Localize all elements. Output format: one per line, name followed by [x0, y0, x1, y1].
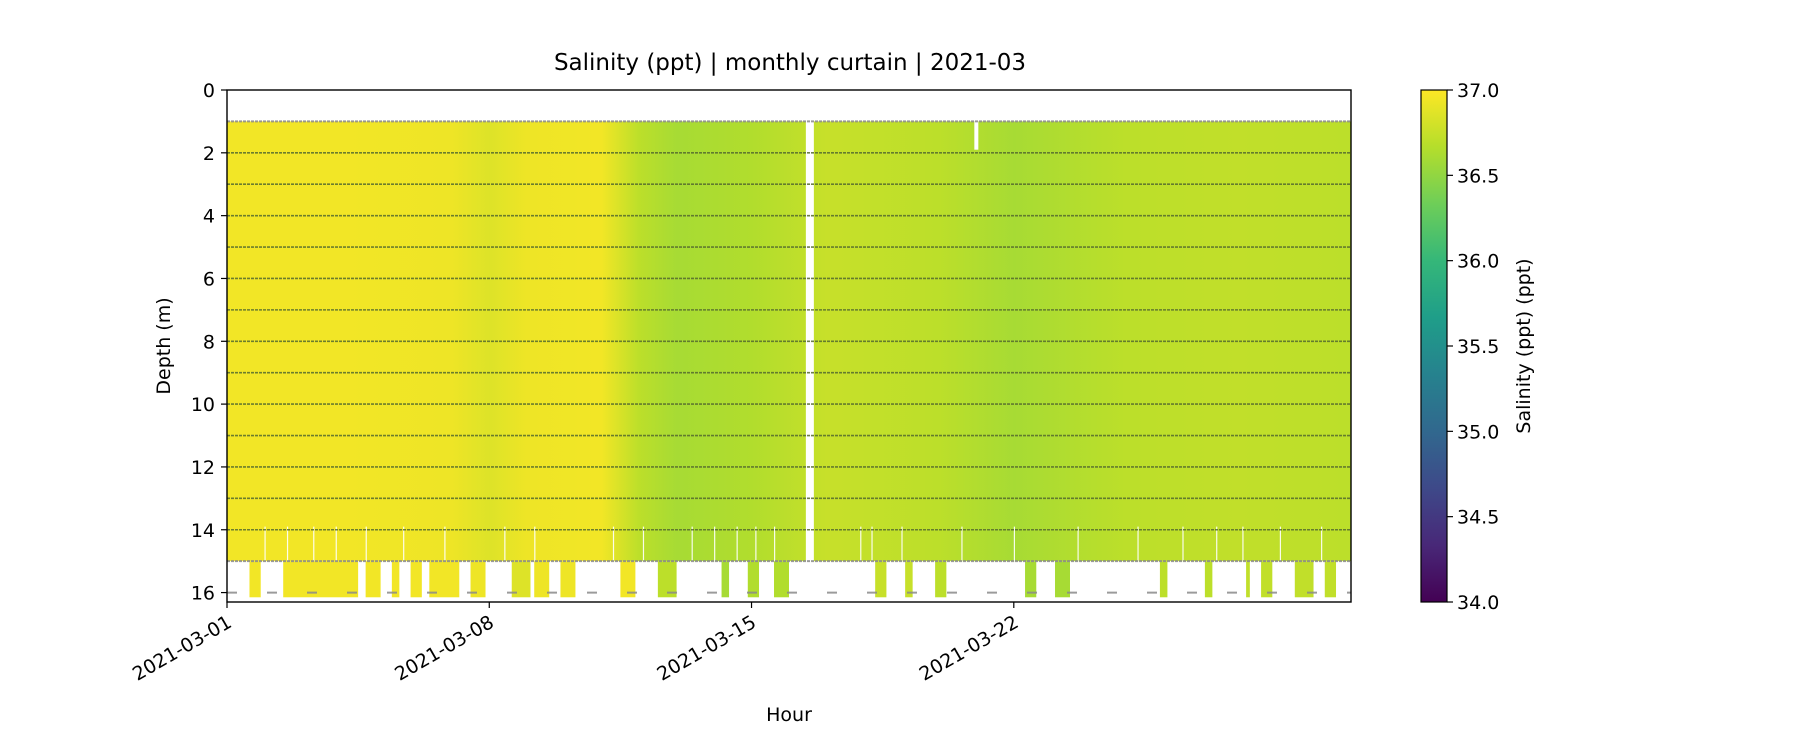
deep-sensor-bar — [249, 561, 261, 598]
data-dropout — [961, 526, 963, 562]
data-dropout — [1242, 526, 1244, 562]
colorbar-tick-label: 35.0 — [1457, 421, 1499, 443]
y-tick-label: 16 — [191, 583, 215, 605]
deep-sensor-bar — [534, 561, 550, 598]
data-dropout — [286, 526, 289, 562]
data-dropout — [444, 526, 446, 562]
data-dropout — [901, 526, 903, 562]
deep-sensor-bar — [747, 561, 760, 598]
y-tick-label: 4 — [203, 206, 215, 228]
data-dropout — [1279, 526, 1282, 562]
data-dropout — [504, 526, 506, 562]
y-tick-label: 10 — [191, 394, 215, 416]
data-dropout — [774, 526, 776, 562]
data-dropout — [871, 526, 873, 562]
deep-sensor-bar — [1204, 561, 1213, 598]
colorbar-tick-label: 34.5 — [1457, 507, 1499, 529]
data-dropout — [755, 526, 757, 562]
chart-title: Salinity (ppt) | monthly curtain | 2021-… — [554, 50, 1026, 76]
deep-sensor-bar — [657, 561, 677, 598]
colorbar-label: Salinity (ppt) (ppt) — [1513, 258, 1535, 433]
data-dropout — [714, 526, 716, 562]
deep-sensor-bar — [1246, 561, 1250, 598]
colorbar-fill — [1420, 89, 1448, 603]
y-tick-label: 6 — [203, 268, 215, 290]
data-dropout — [403, 526, 405, 562]
plot-area — [227, 91, 1351, 601]
deep-sensor-bar — [1294, 561, 1314, 598]
x-tick-label: 2021-03-08 — [391, 611, 498, 685]
deep-sensor-bar — [935, 561, 947, 598]
deep-sensor-bar — [620, 561, 636, 598]
deep-sensor-bar — [1261, 561, 1273, 598]
y-tick-label: 14 — [191, 520, 215, 542]
colorbar-ticks: 34.0 34.5 35.0 35.5 36.0 36.5 37.0 — [1447, 80, 1499, 614]
data-dropout — [1013, 526, 1015, 562]
data-dropout — [365, 526, 367, 562]
deep-sensor-bar — [774, 561, 789, 598]
deep-sensor-bar — [905, 561, 913, 598]
colorbar-tick-label: 36.5 — [1457, 165, 1499, 187]
data-dropout — [642, 526, 645, 562]
y-tick-label: 2 — [203, 143, 215, 165]
y-axis: 0 2 4 6 8 10 12 14 16 — [191, 80, 227, 605]
data-dropout — [1137, 526, 1139, 562]
deep-sensor-bar — [429, 561, 460, 598]
x-axis: 2021-03-01 2021-03-08 2021-03-15 2021-03-22 — [129, 602, 1022, 686]
y-tick-label: 8 — [203, 331, 215, 353]
deep-sensor-bar — [721, 561, 730, 598]
deep-sensor-bar — [410, 561, 422, 598]
deep-sensor-bar — [365, 561, 381, 598]
x-axis-label: Hour — [766, 704, 812, 726]
deep-sensor-bar — [560, 561, 576, 598]
x-tick-label: 2021-03-15 — [653, 611, 760, 685]
deep-sensor-bar — [470, 561, 486, 598]
data-dropout — [313, 526, 315, 562]
deep-sensor-bar — [1159, 561, 1168, 598]
deep-sensor-bar — [391, 561, 400, 598]
colorbar-tick-label: 36.0 — [1457, 251, 1499, 273]
data-dropout — [1077, 526, 1079, 562]
y-tick-label: 12 — [191, 457, 215, 479]
deep-sensor-bar — [875, 561, 887, 598]
data-dropout — [974, 121, 979, 150]
deep-sensor-bar — [1025, 561, 1037, 598]
colorbar-tick-label: 34.0 — [1457, 592, 1499, 614]
deep-sensor-bar — [511, 561, 531, 598]
x-tick-label: 2021-03-01 — [129, 611, 236, 685]
data-dropout — [264, 526, 266, 562]
y-tick-label: 0 — [203, 80, 215, 102]
data-dropout — [736, 526, 738, 562]
data-dropout — [1182, 526, 1184, 562]
data-gap — [805, 91, 814, 601]
data-dropout — [1216, 526, 1218, 562]
plot-frame — [226, 89, 1352, 603]
deep-sensor-bar — [283, 561, 359, 598]
data-dropout — [691, 526, 693, 562]
colorbar — [1420, 89, 1448, 603]
colorbar-tick-label: 35.5 — [1457, 336, 1499, 358]
data-dropout — [335, 526, 337, 562]
deep-sensor-bar — [1055, 561, 1070, 598]
data-dropout — [612, 526, 615, 562]
colorbar-tick-label: 37.0 — [1457, 80, 1499, 102]
deep-sensor-bar — [1324, 561, 1337, 598]
y-axis-label: Depth (m) — [153, 297, 175, 394]
data-dropout — [534, 526, 536, 562]
x-tick-label: 2021-03-22 — [916, 611, 1023, 685]
data-dropout — [1321, 526, 1323, 562]
data-dropout — [860, 526, 862, 562]
